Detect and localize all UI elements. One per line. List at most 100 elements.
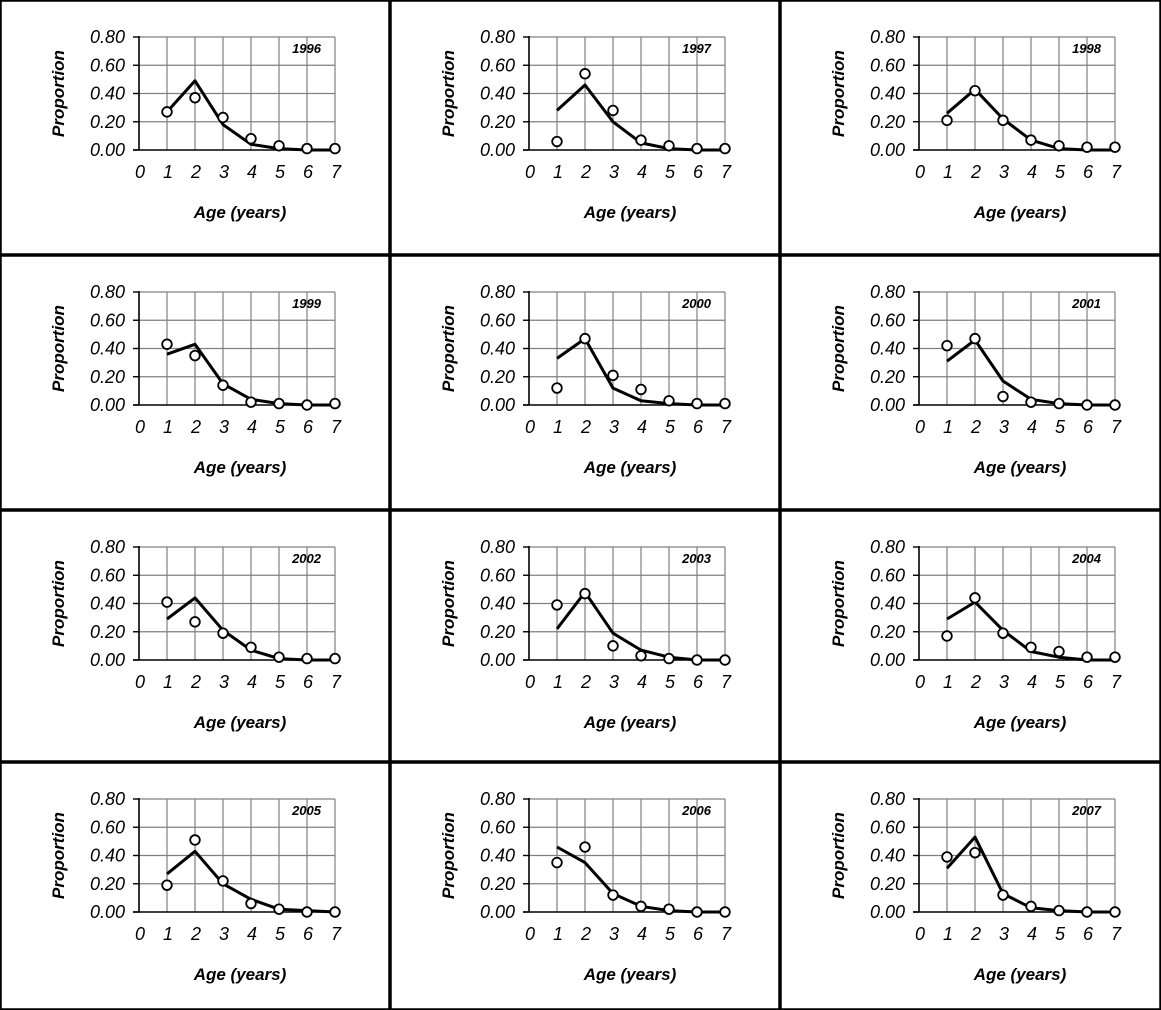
observed-point — [1109, 906, 1121, 918]
y-tick-label: 0.40 — [90, 84, 125, 104]
y-tick-label: 0.40 — [480, 846, 515, 866]
y-tick-label: 0.80 — [870, 27, 905, 47]
observed-point — [273, 140, 285, 152]
y-tick-label: 0.40 — [90, 846, 125, 866]
x-axis-title: Age (years) — [193, 203, 287, 222]
x-tick-label: 4 — [1027, 417, 1037, 437]
y-tick-label: 0.60 — [90, 817, 125, 837]
observed-point — [161, 879, 173, 891]
y-tick-label: 0.40 — [480, 339, 515, 359]
x-tick-label: 4 — [247, 162, 257, 182]
y-axis-title: Proportion — [829, 50, 848, 137]
observed-point — [329, 652, 341, 665]
observed-point — [1081, 651, 1093, 663]
y-axis-title: Proportion — [49, 50, 68, 137]
y-tick-label: 0.00 — [90, 902, 125, 922]
observed-point — [273, 903, 285, 915]
observed-point — [551, 382, 563, 394]
y-tick-label: 0.80 — [870, 282, 905, 302]
observed-point — [579, 332, 591, 345]
observed-point — [607, 640, 619, 652]
chart-year-label: 1999 — [292, 296, 322, 311]
x-tick-label: 4 — [1027, 924, 1037, 944]
y-tick-label: 0.80 — [480, 27, 515, 47]
observed-point — [1025, 900, 1037, 913]
x-tick-label: 0 — [135, 672, 145, 692]
x-tick-label: 7 — [1111, 924, 1122, 944]
y-tick-label: 0.00 — [870, 395, 905, 415]
x-tick-label: 1 — [553, 924, 563, 944]
observed-point — [329, 397, 341, 410]
observed-point — [635, 383, 647, 396]
x-axis-title: Age (years) — [583, 965, 677, 984]
y-axis-title: Proportion — [439, 812, 458, 899]
observed-point — [245, 897, 257, 910]
x-tick-label: 1 — [943, 672, 953, 692]
gridlines — [919, 546, 1116, 660]
x-tick-label: 6 — [303, 417, 314, 437]
observed-point — [217, 627, 229, 639]
panel-border — [779, 0, 1161, 256]
x-tick-label: 6 — [1083, 924, 1094, 944]
observed-point — [1081, 141, 1093, 153]
x-tick-label: 0 — [915, 672, 925, 692]
x-tick-label: 6 — [693, 417, 704, 437]
observed-point — [969, 846, 981, 859]
gridlines — [919, 798, 1116, 912]
observed-point — [1081, 399, 1093, 411]
x-tick-label: 5 — [1055, 162, 1066, 182]
x-tick-label: 3 — [609, 924, 619, 944]
observed-point — [719, 142, 731, 155]
observed-point — [301, 906, 313, 918]
y-tick-label: 0.80 — [870, 789, 905, 809]
y-tick-label: 0.20 — [870, 622, 905, 642]
chart-panel: 0.00 0.20 0.40 0.60 0.80 0 1 2 3 4 5 6 7 Age (years) P… — [0, 509, 391, 763]
x-tick-label: 7 — [331, 417, 342, 437]
observed-point — [691, 654, 703, 666]
x-tick-label: 0 — [915, 924, 925, 944]
y-tick-label: 0.80 — [480, 537, 515, 557]
x-tick-label: 4 — [637, 924, 647, 944]
x-tick-label: 7 — [721, 924, 732, 944]
x-tick-label: 5 — [275, 672, 286, 692]
observed-point — [607, 889, 619, 901]
x-tick-label: 0 — [135, 162, 145, 182]
x-tick-label: 6 — [303, 162, 314, 182]
observed-point — [189, 92, 201, 104]
x-tick-label: 2 — [580, 162, 591, 182]
x-tick-label: 3 — [999, 417, 1009, 437]
x-tick-label: 4 — [637, 162, 647, 182]
y-tick-label: 0.80 — [90, 282, 125, 302]
x-tick-label: 0 — [915, 417, 925, 437]
observed-point — [329, 142, 341, 155]
y-tick-label: 0.60 — [90, 565, 125, 585]
y-tick-label: 0.80 — [90, 27, 125, 47]
observed-point — [607, 369, 619, 382]
y-tick-label: 0.00 — [870, 902, 905, 922]
x-tick-label: 5 — [1055, 417, 1066, 437]
observed-point — [1053, 645, 1065, 658]
observed-point — [579, 587, 591, 600]
chart-panel: 0.00 0.20 0.40 0.60 0.80 0 1 2 3 4 5 6 7 Age (years) P… — [0, 254, 391, 511]
panel-border — [779, 761, 1161, 1010]
x-tick-label: 0 — [525, 924, 535, 944]
observed-point — [189, 616, 201, 628]
observed-point — [217, 875, 229, 887]
x-tick-label: 2 — [190, 162, 201, 182]
gridlines — [139, 798, 336, 912]
x-tick-label: 3 — [219, 672, 229, 692]
x-tick-label: 0 — [525, 162, 535, 182]
y-tick-label: 0.20 — [90, 112, 125, 132]
x-tick-label: 4 — [247, 417, 257, 437]
y-tick-label: 0.20 — [870, 367, 905, 387]
y-tick-label: 0.40 — [480, 84, 515, 104]
x-axis-title: Age (years) — [583, 713, 677, 732]
chart-panel: 0.00 0.20 0.40 0.60 0.80 0 1 2 3 4 5 6 7 Age (years) P… — [0, 761, 391, 1010]
observed-point — [663, 395, 675, 407]
chart-year-label: 2004 — [1071, 551, 1102, 566]
chart-panel: 0.00 0.20 0.40 0.60 0.80 0 1 2 3 4 5 6 7 Age (years) P… — [389, 254, 781, 511]
x-axis-title: Age (years) — [973, 458, 1067, 477]
x-axis-title: Age (years) — [193, 965, 287, 984]
observed-point — [245, 132, 257, 145]
y-tick-label: 0.40 — [870, 339, 905, 359]
